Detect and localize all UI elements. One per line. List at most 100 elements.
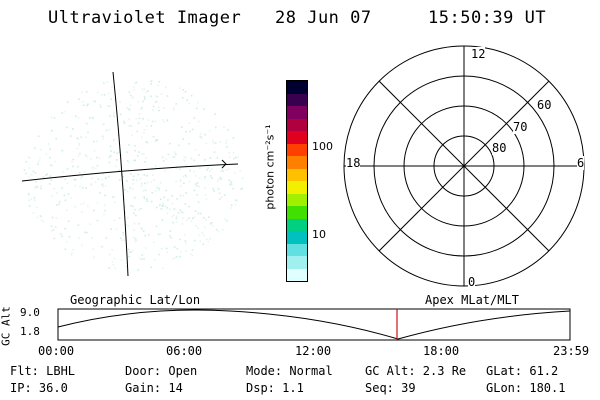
speckle-dot [113,219,115,222]
speckle-dot [197,227,199,229]
speckle-dot [194,239,196,242]
speckle-dot [101,245,103,248]
speckle-dot [204,133,206,136]
speckle-dot [80,211,83,213]
pointer-tick [221,159,227,169]
speckle-dot [82,101,84,103]
speckle-dot [196,182,199,184]
speckle-dot [92,117,94,119]
speckle-dot [134,208,136,211]
speckle-dot [128,125,130,127]
speckle-dot [111,261,114,263]
speckle-dot [108,253,111,256]
speckle-dot [110,98,112,100]
speckle-dot [32,170,35,173]
speckle-dot [172,257,175,260]
speckle-dot [209,175,212,177]
speckle-dot [131,188,134,190]
speckle-dot [197,101,199,104]
speckle-dot [150,83,153,85]
speckle-dot [154,120,157,123]
speckle-dot [162,160,165,162]
speckle-dot [179,238,181,241]
speckle-dot [220,178,223,181]
speckle-dot [212,187,214,190]
speckle-dot [49,175,52,177]
x-tick-0000: 00:00 [38,344,75,358]
speckle-dot [126,190,129,193]
speckle-dot [34,172,37,174]
speckle-dot [235,199,238,202]
speckle-dot [59,200,61,203]
speckle-dot [78,144,80,146]
speckle-dot [204,226,206,229]
speckle-dot [212,225,214,227]
speckle-dot [173,208,176,210]
speckle-dot [71,252,73,254]
speckle-dot [60,232,62,235]
dsp-status: Dsp: 1.1 [246,381,304,395]
speckle-dot [186,99,188,101]
speckle-dot [64,227,66,230]
speckle-dot [72,158,74,161]
speckle-dot [193,159,195,162]
speckle-dot [78,142,80,145]
speckle-dot [209,157,212,159]
speckle-dot [209,223,212,225]
speckle-dot [115,165,117,168]
speckle-dot [66,168,69,170]
speckle-dot [93,100,95,102]
speckle-dot [40,187,42,190]
speckle-dot [179,209,181,211]
speckle-dot [165,158,168,160]
speckle-dot [128,144,130,146]
speckle-dot [28,175,30,178]
speckle-dot [173,246,176,248]
x-tick-1800: 18:00 [423,344,460,358]
speckle-dot [183,156,185,158]
speckle-dot [237,156,239,159]
speckle-dot [61,149,64,152]
colorbar-segment [287,156,307,169]
speckle-dot [133,159,136,162]
speckle-dot [215,126,217,129]
speckle-dot [40,219,43,221]
speckle-dot [54,226,57,228]
speckle-dot [118,178,121,181]
speckle-dot [163,121,165,123]
speckle-dot [28,156,31,159]
speckle-dot [179,255,181,258]
speckle-dot [206,238,208,241]
speckle-dot [87,205,89,207]
speckle-dot [209,130,211,132]
speckle-dot [138,209,140,211]
speckle-dot [185,156,187,159]
speckle-dot [221,167,224,170]
speckle-dot [56,192,58,194]
speckle-dot [159,204,161,206]
speckle-dot [132,175,135,178]
speckle-dot [147,90,149,92]
speckle-dot [128,255,130,258]
speckle-dot [32,212,35,214]
speckle-dot [144,189,147,192]
speckle-dot [49,157,51,159]
speckle-dot [158,109,160,112]
colorbar-segment [287,231,307,244]
speckle-dot [124,211,126,214]
speckle-dot [141,88,143,91]
speckle-dot [229,156,231,159]
speckle-dot [205,218,207,221]
speckle-dot [106,81,108,83]
speckle-dot [148,233,150,235]
speckle-dot [108,129,110,131]
speckle-dot [235,156,237,159]
speckle-dot [146,141,149,144]
speckle-dot [199,167,201,169]
speckle-dot [186,219,188,222]
speckle-dot [93,140,95,143]
speckle-dot [92,116,95,118]
speckle-dot [158,253,160,256]
speckle-dot [122,231,124,234]
speckle-dot [134,144,136,147]
